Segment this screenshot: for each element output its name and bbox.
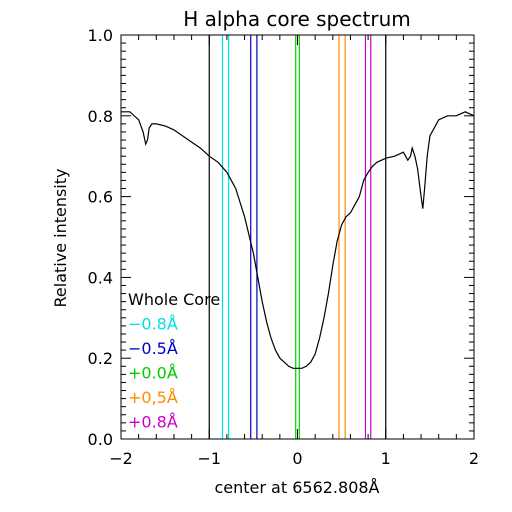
x-tick-label: 0 [292, 449, 302, 468]
legend-entry-2: −0.5Å [128, 339, 178, 358]
legend-entry-3: +0.0Å [128, 364, 178, 383]
y-tick-label: 0.4 [88, 268, 113, 287]
y-tick-label: 0.0 [88, 430, 113, 449]
series-layer [121, 111, 475, 369]
y-tick-label: 0.6 [88, 188, 113, 207]
x-tick-label: −2 [109, 449, 133, 468]
chart-title: H alpha core spectrum [183, 7, 411, 31]
y-tick-label: 0.2 [88, 349, 113, 368]
y-tick-label: 1.0 [88, 26, 113, 45]
legend-entry-1: −0.8Å [128, 315, 178, 334]
x-tick-label: 1 [381, 449, 391, 468]
spectrum-line-0 [121, 111, 475, 369]
axes-layer: −2 −1 0 1 2 0.0 0.2 0.4 0.6 0.8 1.0 [88, 26, 480, 468]
legend: Whole Core −0.8Å −0.5Å +0.0Å +0,5Å +0.8Å [128, 290, 220, 432]
x-tick-label: 2 [469, 449, 479, 468]
legend-entry-4: +0,5Å [128, 388, 178, 407]
x-axis-label: center at 6562.808Å [214, 478, 379, 497]
legend-entry-5: +0.8Å [128, 413, 178, 432]
band-lines-layer [208, 35, 387, 439]
legend-entry-0: Whole Core [128, 290, 220, 309]
y-axis-label: Relative intensity [51, 169, 70, 308]
y-tick-label: 0.8 [88, 107, 113, 126]
x-tick-label: −1 [197, 449, 221, 468]
